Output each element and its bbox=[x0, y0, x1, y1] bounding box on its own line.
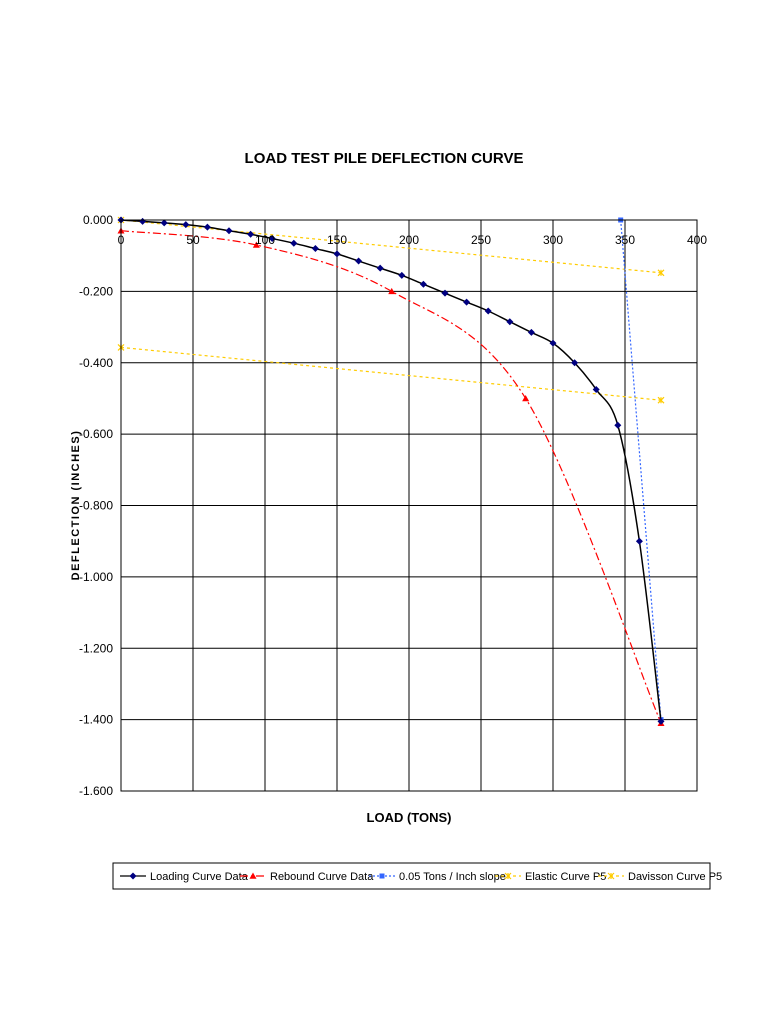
data-point bbox=[268, 235, 276, 243]
data-point bbox=[441, 289, 449, 297]
legend-marker bbox=[504, 872, 512, 880]
legend-marker bbox=[379, 873, 385, 879]
data-point bbox=[311, 245, 319, 253]
y-tick-label: -1.200 bbox=[79, 641, 113, 655]
legend: Loading Curve Data Rebound Curve Data 0.05… bbox=[120, 871, 722, 883]
x-tick-label: 250 bbox=[471, 233, 491, 247]
x-tick-label: 400 bbox=[687, 233, 707, 247]
x-tick-label: 150 bbox=[327, 233, 347, 247]
series-line bbox=[120, 219, 662, 274]
y-tick-label: -0.200 bbox=[79, 284, 113, 298]
data-point bbox=[419, 280, 427, 288]
data-point bbox=[657, 396, 665, 404]
legend-label: Rebound Curve Data bbox=[270, 871, 374, 883]
data-point bbox=[182, 221, 190, 229]
x-tick-label: 0 bbox=[118, 233, 125, 247]
series-line bbox=[620, 219, 662, 720]
y-tick-label: -0.400 bbox=[79, 356, 113, 370]
data-point bbox=[571, 359, 579, 367]
plot-border bbox=[120, 219, 698, 792]
legend-marker bbox=[129, 872, 137, 880]
y-tick-label: -0.600 bbox=[79, 427, 113, 441]
data-point bbox=[614, 421, 622, 429]
series-line bbox=[120, 230, 662, 724]
data-point bbox=[376, 264, 384, 272]
series-line bbox=[120, 346, 662, 401]
chart-title: LOAD TEST PILE DEFLECTION CURVE bbox=[245, 150, 524, 167]
data-point bbox=[355, 257, 363, 265]
legend-label: Loading Curve Data bbox=[150, 871, 249, 883]
legend-entry: Loading Curve Data bbox=[120, 871, 249, 883]
data-point bbox=[506, 318, 514, 326]
data-point bbox=[592, 386, 600, 394]
y-tick-label: -1.400 bbox=[79, 713, 113, 727]
x-axis-label: LOAD (TONS) bbox=[367, 810, 452, 825]
data-point bbox=[522, 394, 530, 402]
y-tick-labels: 0.000 -0.200 -0.400 -0.600 -0.800 -1.000 -1.20… bbox=[79, 213, 113, 798]
legend-entry: Rebound Curve Data bbox=[240, 871, 374, 883]
data-point bbox=[657, 717, 665, 725]
y-tick-label: -1.600 bbox=[79, 784, 113, 798]
data-point bbox=[635, 537, 643, 545]
x-tick-label: 350 bbox=[615, 233, 635, 247]
series-0 bbox=[117, 216, 665, 725]
x-tick-label: 200 bbox=[399, 233, 419, 247]
data-point bbox=[252, 241, 260, 248]
x-tick-label: 300 bbox=[543, 233, 563, 247]
data-point bbox=[527, 328, 535, 336]
legend-entry: 0.05 Tons / Inch slope bbox=[369, 871, 506, 883]
y-tick-label: -0.800 bbox=[79, 499, 113, 513]
data-point bbox=[398, 271, 406, 279]
data-point bbox=[247, 230, 255, 238]
legend-entry: Elastic Curve P5 bbox=[495, 871, 606, 883]
data-point bbox=[333, 250, 341, 258]
y-axis-label: DEFLECTION (INCHES) bbox=[70, 430, 82, 581]
data-point bbox=[484, 307, 492, 315]
data-point bbox=[388, 287, 396, 295]
legend-marker bbox=[249, 872, 257, 879]
y-tick-label: 0.000 bbox=[83, 213, 113, 227]
data-point bbox=[463, 298, 471, 306]
data-point bbox=[549, 339, 557, 347]
data-point bbox=[203, 223, 211, 231]
x-tick-label: 50 bbox=[186, 233, 200, 247]
legend-label: 0.05 Tons / Inch slope bbox=[399, 871, 506, 883]
data-point bbox=[225, 227, 233, 235]
legend-entry: Davisson Curve P5 bbox=[598, 871, 722, 883]
grid-lines bbox=[121, 220, 697, 791]
x-tick-label: 100 bbox=[255, 233, 275, 247]
legend-marker bbox=[607, 872, 615, 880]
legend-label: Elastic Curve P5 bbox=[525, 871, 606, 883]
legend-label: Davisson Curve P5 bbox=[628, 871, 722, 883]
data-point bbox=[657, 269, 665, 277]
y-tick-label: -1.000 bbox=[79, 570, 113, 584]
x-tick-labels: 0 50 100 150 200 250 300 350 400 bbox=[118, 233, 708, 247]
data-point bbox=[290, 239, 298, 247]
series-layer bbox=[117, 216, 665, 726]
data-point bbox=[160, 219, 168, 227]
